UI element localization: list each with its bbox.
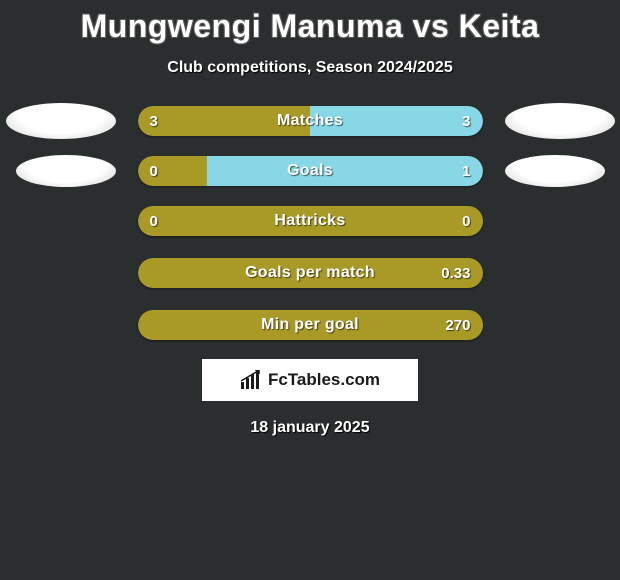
- stat-label: Goals per match: [138, 258, 483, 288]
- stat-bar: 0.33Goals per match: [138, 258, 483, 288]
- stat-bar: 33Matches: [138, 106, 483, 136]
- subtitle: Club competitions, Season 2024/2025: [0, 59, 620, 77]
- stat-label: Min per goal: [138, 310, 483, 340]
- date-label: 18 january 2025: [0, 419, 620, 437]
- stat-label: Hattricks: [138, 206, 483, 236]
- stat-row: 270Min per goal: [0, 307, 620, 343]
- stat-row: 01Goals: [0, 155, 620, 187]
- page-title: Mungwengi Manuma vs Keita: [0, 8, 620, 45]
- stat-label: Matches: [138, 106, 483, 136]
- stat-bar: 01Goals: [138, 156, 483, 186]
- stat-row: 00Hattricks: [0, 203, 620, 239]
- stat-label: Goals: [138, 156, 483, 186]
- player2-avatar: [505, 103, 615, 139]
- stat-row: 33Matches: [0, 103, 620, 139]
- branding-badge[interactable]: FcTables.com: [202, 359, 418, 401]
- stat-bar: 00Hattricks: [138, 206, 483, 236]
- player1-avatar: [16, 155, 116, 187]
- player1-avatar: [6, 103, 116, 139]
- player2-avatar: [505, 155, 605, 187]
- branding-text: FcTables.com: [268, 370, 380, 390]
- stat-bar: 270Min per goal: [138, 310, 483, 340]
- stat-row: 0.33Goals per match: [0, 255, 620, 291]
- barchart-icon: [240, 370, 262, 390]
- comparison-card: Mungwengi Manuma vs Keita Club competiti…: [0, 0, 620, 437]
- stats-list: 33Matches 01Goals 00Hattricks 0.33Goals per…: [0, 103, 620, 343]
